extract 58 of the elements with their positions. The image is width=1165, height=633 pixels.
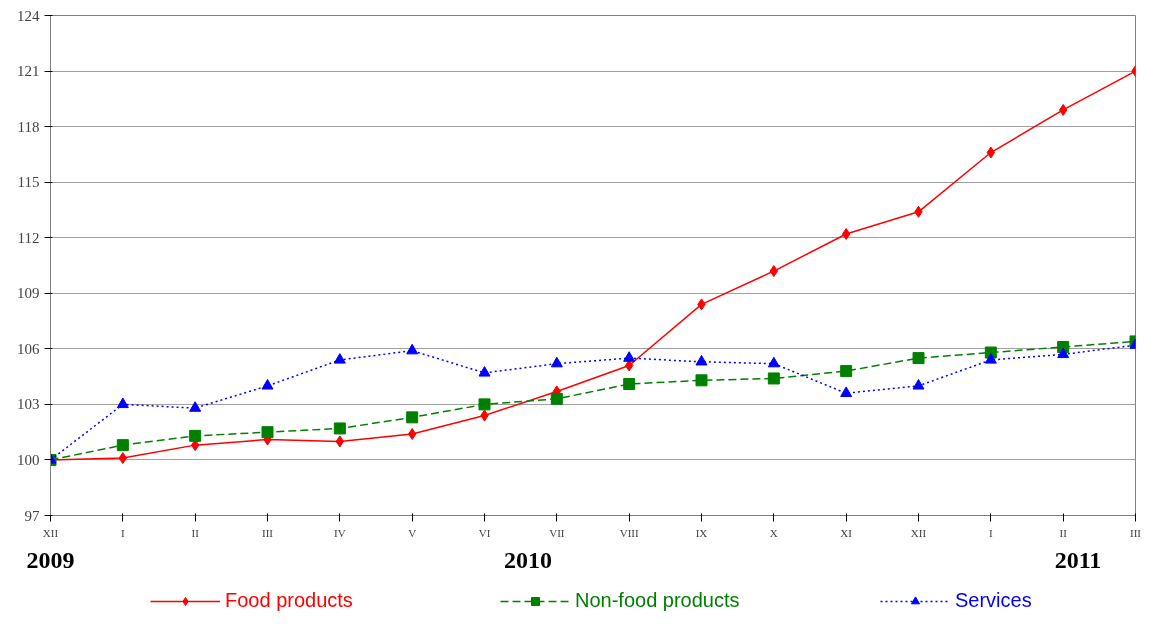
x-tick-label: I [121, 526, 125, 539]
point [695, 374, 708, 387]
x-tick-label: II [1059, 526, 1068, 539]
x-tick-label: XII [910, 526, 927, 539]
point [261, 426, 274, 439]
point [406, 411, 419, 424]
text: 2009 [26, 546, 75, 573]
point [840, 386, 853, 397]
legend-label: Services [955, 589, 1032, 612]
point [984, 353, 997, 364]
point [623, 351, 636, 362]
point [695, 354, 708, 366]
x-tick-label: X [769, 526, 778, 539]
point [767, 372, 780, 385]
point [767, 356, 780, 368]
x-tick-label: VIII [619, 526, 639, 539]
x-tick-label: IV [334, 526, 346, 539]
point [189, 401, 202, 412]
point [261, 379, 274, 390]
x-tick-label: VI [478, 526, 491, 539]
point [912, 352, 925, 365]
point [116, 439, 129, 452]
y-tick-label: 103 [17, 396, 40, 413]
point [116, 397, 129, 409]
x-tick-label: I [989, 526, 993, 539]
x-tick-label: II [191, 526, 200, 539]
point [1057, 347, 1070, 359]
point [840, 365, 853, 378]
point [550, 392, 563, 405]
legend-label: Food products [225, 589, 353, 612]
x-tick-label: V [408, 526, 417, 539]
x-tick-label: IX [695, 526, 708, 539]
x-tick-label: XI [840, 526, 853, 539]
point [406, 343, 419, 355]
y-tick-label: 118 [17, 118, 40, 135]
y-tick-label: 97 [24, 507, 40, 524]
point [478, 398, 491, 411]
y-tick-label: 124 [17, 7, 40, 24]
y-tick-label: 121 [17, 63, 40, 80]
point [912, 379, 925, 390]
y-tick-label: 106 [17, 340, 40, 357]
y-tick-label: 115 [17, 174, 40, 191]
x-tick-label: III [1130, 526, 1142, 539]
y-tick-label: 112 [17, 229, 40, 246]
point [333, 422, 346, 435]
point [478, 366, 491, 377]
y-tick-label: 100 [17, 451, 40, 468]
x-tick-label: III [262, 526, 274, 539]
legend-label: Non-food products [575, 589, 740, 612]
point [333, 353, 346, 364]
point [623, 378, 636, 391]
x-tick-label: XII [42, 526, 59, 539]
point [550, 356, 563, 368]
x-tick-label: VII [549, 526, 565, 539]
text: 2010 [503, 546, 552, 573]
y-tick-label: 109 [17, 285, 40, 302]
point [189, 429, 202, 442]
text: 2011 [1054, 546, 1102, 573]
